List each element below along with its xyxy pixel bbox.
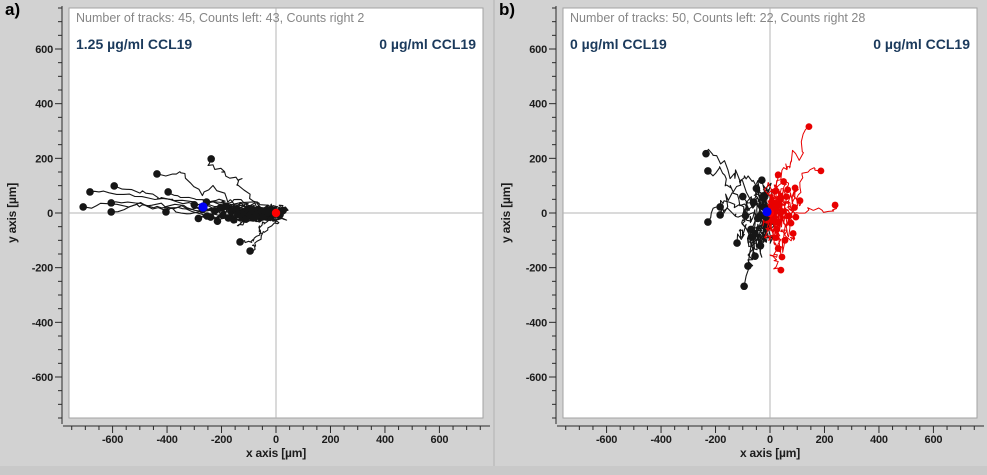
- svg-text:400: 400: [529, 99, 547, 111]
- panel-divider: [493, 0, 495, 475]
- track-plot-svg-b: -600 -400 -200 0 200 400 600 600 400 200 0 -200 -400…: [499, 6, 984, 460]
- svg-text:-400: -400: [32, 317, 53, 329]
- svg-text:400: 400: [376, 434, 394, 446]
- svg-text:200: 200: [35, 153, 53, 165]
- svg-text:200: 200: [529, 153, 547, 165]
- left-concentration-label: 1.25 µg/ml CCL19: [76, 36, 193, 52]
- svg-text:-600: -600: [32, 372, 53, 384]
- svg-text:x axis [µm]: x axis [µm]: [740, 446, 800, 460]
- panel-label: a): [5, 0, 21, 19]
- right-concentration-label: 0 µg/ml CCL19: [379, 36, 476, 52]
- svg-text:600: 600: [35, 44, 53, 56]
- svg-text:200: 200: [322, 434, 340, 446]
- svg-text:x axis [µm]: x axis [µm]: [246, 446, 306, 460]
- svg-text:0: 0: [767, 434, 773, 446]
- right-concentration-label: 0 µg/ml CCL19: [873, 36, 970, 52]
- track-stats-text: Number of tracks: 50, Counts left: 22, C…: [570, 11, 866, 25]
- svg-text:-600: -600: [102, 434, 123, 446]
- svg-text:-400: -400: [156, 434, 177, 446]
- track-plot-svg-a: -600 -400 -200 0 200 400 600 600 400 200 0 -200 -400…: [5, 6, 490, 460]
- track-stats-text: Number of tracks: 45, Counts left: 43, C…: [76, 11, 365, 25]
- svg-text:0: 0: [273, 434, 279, 446]
- svg-text:-200: -200: [32, 263, 53, 275]
- svg-text:0: 0: [47, 208, 53, 220]
- svg-text:600: 600: [529, 44, 547, 56]
- svg-text:200: 200: [816, 434, 834, 446]
- svg-text:400: 400: [870, 434, 888, 446]
- panel-a: -600 -400 -200 0 200 400 600 600 400 200 0 -200 -400…: [0, 0, 493, 475]
- svg-text:-400: -400: [650, 434, 671, 446]
- svg-text:-400: -400: [526, 317, 547, 329]
- svg-text:600: 600: [925, 434, 943, 446]
- svg-text:-200: -200: [705, 434, 726, 446]
- panel-label: b): [499, 0, 516, 19]
- svg-text:-600: -600: [596, 434, 617, 446]
- bottom-edge: [0, 466, 987, 475]
- svg-text:-600: -600: [526, 372, 547, 384]
- svg-text:-200: -200: [211, 434, 232, 446]
- svg-text:y axis [µm]: y axis [µm]: [499, 183, 513, 243]
- svg-text:y axis [µm]: y axis [µm]: [5, 183, 19, 243]
- svg-text:-200: -200: [526, 263, 547, 275]
- left-concentration-label: 0 µg/ml CCL19: [570, 36, 667, 52]
- svg-text:400: 400: [35, 99, 53, 111]
- svg-text:0: 0: [541, 208, 547, 220]
- panel-b: -600 -400 -200 0 200 400 600 600 400 200 0 -200 -400…: [494, 0, 987, 475]
- svg-text:600: 600: [431, 434, 449, 446]
